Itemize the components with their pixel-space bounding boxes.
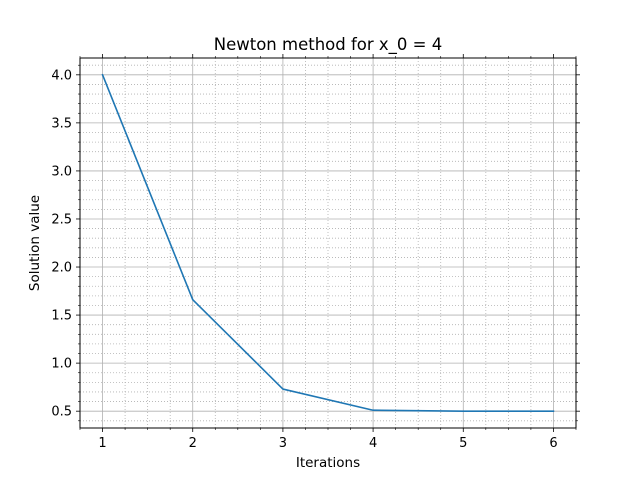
y-tick-label: 2.5 xyxy=(51,212,72,227)
y-tick-label: 4.0 xyxy=(51,68,72,83)
x-axis-label: Iterations xyxy=(296,455,360,471)
chart-title: Newton method for x_0 = 4 xyxy=(214,35,442,55)
y-tick-label: 3.5 xyxy=(51,116,72,131)
y-tick-label: 1.0 xyxy=(51,357,72,372)
y-tick-label: 3.0 xyxy=(51,164,72,179)
x-tick-label: 6 xyxy=(549,436,557,451)
major-grid xyxy=(80,58,576,428)
y-axis-ticks: 0.5 1.0 1.5 2.0 2.5 3.0 3.5 4.0 xyxy=(51,64,580,422)
y-tick-label: 0.5 xyxy=(51,405,72,420)
x-tick-label: 3 xyxy=(279,436,287,451)
x-axis-ticks: 1 2 3 4 5 6 xyxy=(79,54,577,451)
y-tick-label: 1.5 xyxy=(51,309,72,324)
x-tick-label: 5 xyxy=(459,436,467,451)
series-layer xyxy=(101,73,555,412)
x-tick-label: 4 xyxy=(369,436,377,451)
series-line xyxy=(101,73,555,412)
y-axis-label: Solution value xyxy=(27,195,43,291)
y-tick-label: 2.0 xyxy=(51,261,72,276)
x-tick-label: 2 xyxy=(189,436,197,451)
x-tick-label: 1 xyxy=(98,436,106,451)
